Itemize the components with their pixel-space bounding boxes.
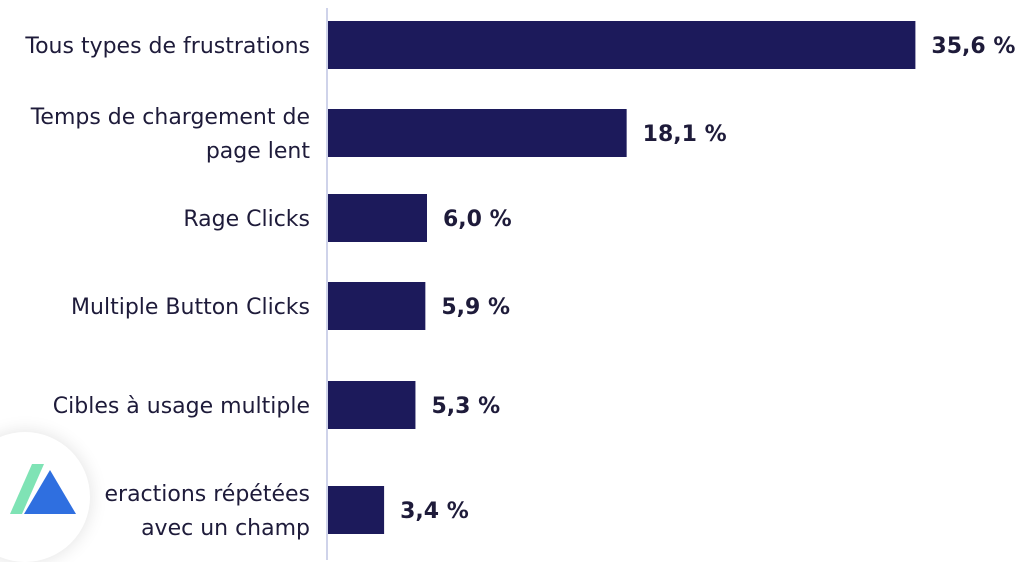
value-label-2: 6,0 % (443, 207, 512, 232)
category-label-0: Tous types de frustrations (24, 34, 310, 59)
category-label-line: eractions répétées (104, 482, 310, 507)
bar-0 (328, 21, 916, 69)
category-label-5: eractions répétées avec un champ (104, 482, 310, 541)
value-label-5: 3,4 % (400, 499, 469, 524)
category-label-line: Temps de chargement de (30, 105, 310, 130)
bar-5 (328, 486, 385, 534)
bars-group (328, 21, 916, 534)
category-label-1: Temps de chargement de page lent (30, 105, 311, 164)
category-label-4: Cibles à usage multiple (53, 394, 310, 419)
value-labels-group: 35,6 % 18,1 % 6,0 % 5,9 % 5,3 % 3,4 % (400, 34, 1015, 524)
bar-1 (328, 109, 627, 157)
brand-logo-icon (10, 464, 76, 514)
bar-4 (328, 381, 416, 429)
category-label-2: Rage Clicks (183, 207, 310, 232)
value-label-4: 5,3 % (431, 394, 500, 419)
category-label-line: Rage Clicks (183, 207, 310, 232)
bar-3 (328, 282, 426, 330)
category-label-line: Multiple Button Clicks (71, 295, 310, 320)
category-label-3: Multiple Button Clicks (71, 295, 310, 320)
value-label-1: 18,1 % (643, 122, 727, 147)
value-label-0: 35,6 % (931, 34, 1015, 59)
bar-2 (328, 194, 427, 242)
category-label-line: page lent (206, 139, 311, 164)
category-labels-group: Tous types de frustrations Temps de charg… (24, 34, 310, 541)
category-label-line: avec un champ (141, 516, 310, 541)
category-label-line: Cibles à usage multiple (53, 394, 310, 419)
category-label-line: Tous types de frustrations (24, 34, 310, 59)
value-label-3: 5,9 % (441, 295, 510, 320)
